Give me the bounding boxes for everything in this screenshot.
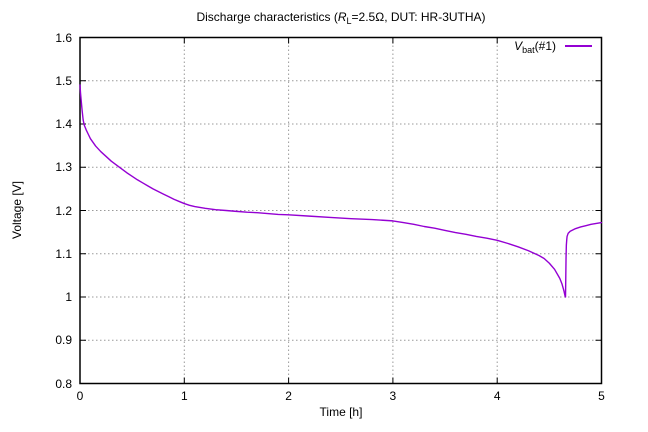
legend-subscript: bat (522, 45, 535, 55)
y-tick-label: 1.5 (55, 73, 72, 88)
x-tick-label: 1 (180, 389, 188, 403)
legend-label: Vbat(#1) (514, 39, 556, 55)
x-tick-label: 5 (598, 389, 605, 403)
plot-title: Discharge characteristics (RL=2.5Ω, DUT:… (80, 10, 602, 26)
x-tick-label: 0 (76, 389, 84, 403)
y-tick-label: 0.8 (55, 376, 72, 391)
y-tick-label: 1.3 (55, 160, 72, 175)
plot-title-subscript: L (346, 16, 352, 26)
y-tick-label: 1.6 (55, 30, 72, 45)
discharge-curve (79, 84, 603, 298)
plot-border (79, 36, 603, 385)
x-tick-label: 2 (285, 389, 292, 403)
plot-title-prefix: Discharge characteristics ( (196, 10, 338, 24)
x-tick-label: 4 (493, 389, 501, 403)
plot-title-suffix: =2.5Ω, DUT: HR-3UTHA) (351, 10, 486, 24)
x-tick-label: 3 (389, 389, 397, 403)
legend: Vbat(#1) (514, 39, 592, 55)
legend-variable: V (514, 39, 523, 53)
y-tick-label: 1.4 (55, 117, 72, 131)
legend-line-sample (565, 45, 592, 47)
y-tick-label: 1.1 (55, 246, 72, 261)
y-tick-label: 0.9 (55, 333, 72, 348)
y-tick-label: 1 (65, 290, 72, 304)
x-axis-label: Time [h] (319, 405, 363, 419)
legend-suffix: (#1) (534, 39, 556, 53)
plot-title-variable: R (337, 10, 347, 24)
y-tick-label: 1.2 (55, 203, 72, 218)
